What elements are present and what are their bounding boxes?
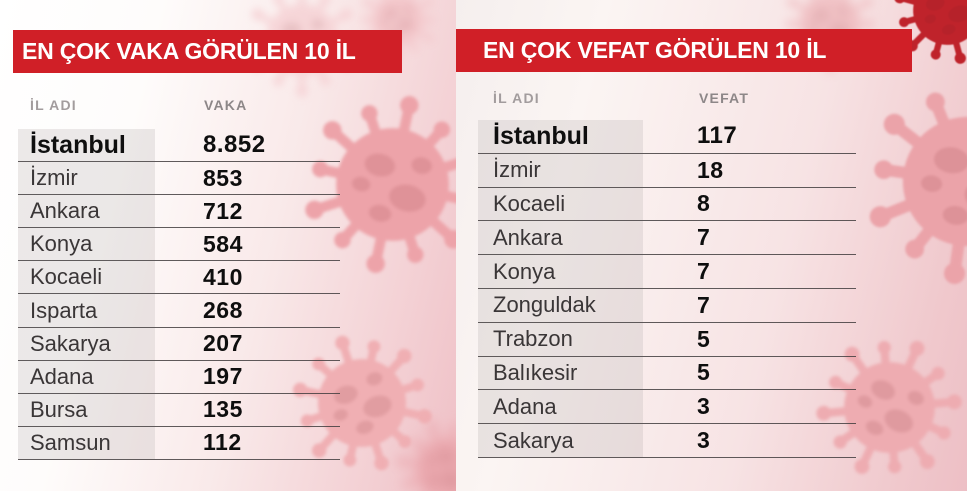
table-row: Adana 3 bbox=[478, 390, 856, 425]
panel-title: EN ÇOK VAKA GÖRÜLEN 10 İL bbox=[22, 38, 356, 64]
value-cell: 5 bbox=[697, 359, 711, 386]
table-row: Konya 584 bbox=[18, 228, 340, 262]
province-name-cell: İzmir bbox=[18, 162, 155, 195]
province-name-cell: İstanbul bbox=[478, 120, 643, 153]
deaths-panel: EN ÇOK VEFAT GÖRÜLEN 10 İL İL ADI VEFAT … bbox=[456, 0, 967, 491]
province-name-cell: Bursa bbox=[18, 393, 155, 426]
province-name-cell: Adana bbox=[18, 360, 155, 393]
value-cell: 712 bbox=[203, 197, 243, 224]
table-row: İzmir 18 bbox=[478, 153, 856, 188]
value-cell: 410 bbox=[203, 263, 243, 290]
column-header-name: İL ADI bbox=[30, 97, 77, 113]
table-row: Kocaeli 410 bbox=[18, 261, 340, 295]
value-cell: 3 bbox=[697, 393, 711, 420]
province-name-cell: Zonguldak bbox=[478, 288, 643, 322]
province-name-cell: İstanbul bbox=[18, 129, 155, 162]
virus-icon bbox=[366, 388, 456, 491]
province-name-cell: Ankara bbox=[18, 195, 155, 228]
value-cell: 8.852 bbox=[203, 131, 266, 159]
value-cell: 5 bbox=[697, 325, 711, 352]
value-cell: 7 bbox=[697, 291, 711, 318]
value-cell: 197 bbox=[203, 363, 243, 390]
province-name-cell: Ankara bbox=[478, 221, 643, 255]
value-cell: 7 bbox=[697, 258, 711, 285]
table-row: Bursa 135 bbox=[18, 393, 340, 427]
value-cell: 8 bbox=[697, 190, 711, 217]
province-name-cell: Samsun bbox=[18, 426, 155, 459]
value-cell: 207 bbox=[203, 330, 243, 357]
data-table: İstanbul 117 İzmir 18 Kocaeli 8 Ankara 7… bbox=[478, 120, 856, 458]
table-row: Sakarya 207 bbox=[18, 327, 340, 361]
province-name-cell: Kocaeli bbox=[478, 187, 643, 221]
value-cell: 18 bbox=[697, 156, 724, 183]
column-header-value: VAKA bbox=[204, 97, 248, 113]
table-row: Zonguldak 7 bbox=[478, 288, 856, 323]
panel-title: EN ÇOK VEFAT GÖRÜLEN 10 İL bbox=[483, 37, 827, 63]
table-row: Balıkesir 5 bbox=[478, 356, 856, 391]
table-row: Isparta 268 bbox=[18, 294, 340, 328]
table-row: İstanbul 8.852 bbox=[18, 129, 340, 163]
table-row: Adana 197 bbox=[18, 360, 340, 394]
value-cell: 853 bbox=[203, 164, 243, 191]
province-name-cell: Konya bbox=[18, 228, 155, 261]
value-cell: 584 bbox=[203, 230, 243, 257]
province-name-cell: Kocaeli bbox=[18, 261, 155, 294]
table-row: Ankara 712 bbox=[18, 195, 340, 229]
column-header-value: VEFAT bbox=[699, 90, 750, 106]
table-row: İzmir 853 bbox=[18, 162, 340, 196]
panel-title-bar: EN ÇOK VEFAT GÖRÜLEN 10 İL bbox=[456, 29, 912, 72]
province-name-cell: Sakarya bbox=[18, 327, 155, 360]
column-header-name: İL ADI bbox=[493, 90, 540, 106]
data-table: İstanbul 8.852 İzmir 853 Ankara 712 Kony… bbox=[18, 129, 340, 460]
province-name-cell: Adana bbox=[478, 390, 643, 424]
value-cell: 135 bbox=[203, 396, 243, 423]
table-row: Trabzon 5 bbox=[478, 322, 856, 357]
value-cell: 112 bbox=[203, 429, 242, 456]
table-row: Sakarya 3 bbox=[478, 424, 856, 458]
panel-title-bar: EN ÇOK VAKA GÖRÜLEN 10 İL bbox=[13, 30, 402, 73]
table-row: İstanbul 117 bbox=[478, 120, 856, 154]
province-name-cell: Isparta bbox=[18, 294, 155, 327]
value-cell: 7 bbox=[697, 224, 711, 251]
value-cell: 268 bbox=[203, 297, 243, 324]
province-name-cell: Balıkesir bbox=[478, 356, 643, 390]
table-row: Kocaeli 8 bbox=[478, 187, 856, 222]
table-row: Samsun 112 bbox=[18, 426, 340, 460]
province-name-cell: Trabzon bbox=[478, 322, 643, 356]
province-name-cell: İzmir bbox=[478, 153, 643, 187]
table-row: Ankara 7 bbox=[478, 221, 856, 256]
cases-panel: EN ÇOK VAKA GÖRÜLEN 10 İL İL ADI VAKA İs… bbox=[0, 0, 456, 491]
value-cell: 117 bbox=[697, 122, 738, 150]
province-name-cell: Konya bbox=[478, 255, 643, 288]
table-row: Konya 7 bbox=[478, 255, 856, 289]
value-cell: 3 bbox=[697, 427, 711, 454]
province-name-cell: Sakarya bbox=[478, 424, 643, 457]
